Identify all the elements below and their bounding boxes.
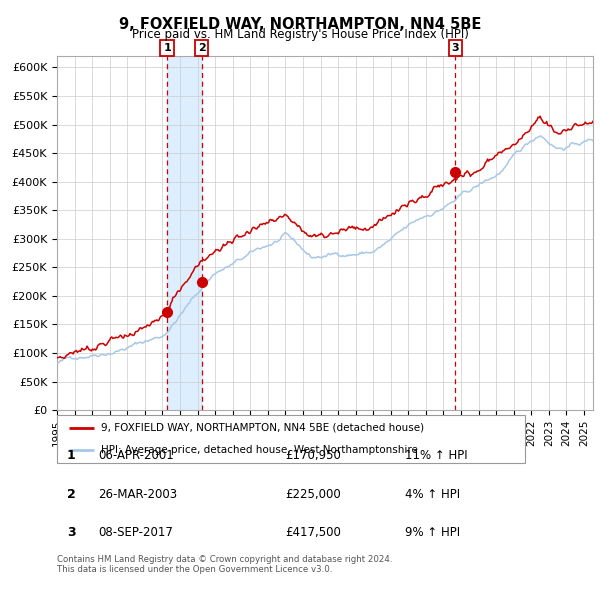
Text: 3: 3 — [452, 43, 459, 53]
Text: 06-APR-2001: 06-APR-2001 — [98, 449, 173, 463]
Text: 9, FOXFIELD WAY, NORTHAMPTON, NN4 5BE (detached house): 9, FOXFIELD WAY, NORTHAMPTON, NN4 5BE (d… — [101, 423, 425, 433]
Text: £225,000: £225,000 — [285, 487, 341, 501]
Text: £417,500: £417,500 — [285, 526, 341, 539]
Text: £170,950: £170,950 — [285, 449, 341, 463]
Text: 26-MAR-2003: 26-MAR-2003 — [98, 487, 177, 501]
Bar — [167, 56, 202, 410]
Text: 11% ↑ HPI: 11% ↑ HPI — [405, 449, 467, 463]
Text: 1: 1 — [163, 43, 171, 53]
Text: 9, FOXFIELD WAY, NORTHAMPTON, NN4 5BE: 9, FOXFIELD WAY, NORTHAMPTON, NN4 5BE — [119, 17, 481, 31]
Text: Price paid vs. HM Land Registry's House Price Index (HPI): Price paid vs. HM Land Registry's House … — [131, 28, 469, 41]
Text: 1: 1 — [67, 449, 76, 463]
Text: 2: 2 — [67, 487, 76, 501]
Text: 3: 3 — [67, 526, 76, 539]
Text: HPI: Average price, detached house, West Northamptonshire: HPI: Average price, detached house, West… — [101, 445, 418, 455]
Text: 4% ↑ HPI: 4% ↑ HPI — [405, 487, 460, 501]
Text: 2: 2 — [198, 43, 205, 53]
Text: Contains HM Land Registry data © Crown copyright and database right 2024.
This d: Contains HM Land Registry data © Crown c… — [57, 555, 392, 574]
Text: 9% ↑ HPI: 9% ↑ HPI — [405, 526, 460, 539]
Text: 08-SEP-2017: 08-SEP-2017 — [98, 526, 173, 539]
